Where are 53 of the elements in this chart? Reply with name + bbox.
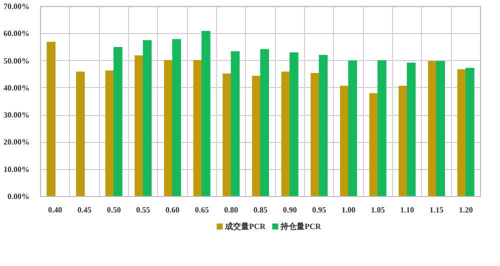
bar (290, 52, 298, 196)
bar (134, 55, 144, 196)
bar (406, 62, 416, 196)
x-tick-label: 1.00 (342, 206, 356, 214)
x-tick-label: 0.45 (78, 206, 92, 214)
x-tick-label: 0.40 (48, 206, 62, 214)
bar (222, 74, 232, 196)
bar (428, 61, 437, 196)
y-tick-label: 40.00% (4, 83, 30, 92)
bar (230, 51, 240, 196)
x-tick-label: 0.95 (312, 206, 326, 214)
x-tick-label: 0.60 (166, 206, 180, 214)
bar (164, 60, 173, 196)
bar (436, 61, 446, 196)
bar (466, 68, 474, 196)
bar (114, 46, 122, 196)
bar (281, 72, 290, 196)
bar (76, 72, 85, 196)
x-tick-label: 1.10 (400, 206, 414, 214)
bar (252, 76, 261, 196)
y-tick-label: 20.00% (4, 138, 30, 147)
x-tick-label: 1.15 (430, 206, 444, 214)
y-tick-label: 60.00% (4, 29, 30, 38)
bar (105, 70, 114, 196)
y-tick-label: 70.00% (4, 2, 30, 11)
bar (202, 30, 210, 196)
x-tick-label: 0.50 (106, 206, 121, 214)
bar (193, 60, 202, 196)
x-tick-label: 1.20 (458, 206, 473, 214)
legend-label: 持仓量PCR (280, 222, 322, 231)
bar (318, 54, 328, 196)
bar (142, 40, 152, 196)
y-tick-label: 0.00% (8, 192, 30, 201)
x-tick-label: 0.90 (282, 206, 297, 214)
x-tick-label: 0.85 (254, 206, 268, 214)
bar (260, 49, 270, 196)
bar (398, 86, 408, 196)
bar (378, 60, 386, 196)
legend-label: 成交量PCR (224, 221, 266, 231)
bar (369, 93, 378, 196)
bar (46, 42, 56, 196)
bar (340, 86, 349, 196)
bar (172, 39, 182, 196)
y-tick-label: 10.00% (4, 164, 30, 174)
y-tick-label: 50.00% (4, 56, 30, 66)
x-tick-label: 1.05 (370, 206, 385, 214)
y-tick-label: 30.00% (4, 110, 30, 120)
x-tick-label: 0.80 (224, 206, 238, 214)
bar (348, 60, 358, 196)
x-tick-label: 0.65 (194, 206, 209, 214)
bar (310, 73, 320, 196)
bar (457, 69, 466, 196)
x-tick-label: 0.55 (136, 206, 150, 214)
